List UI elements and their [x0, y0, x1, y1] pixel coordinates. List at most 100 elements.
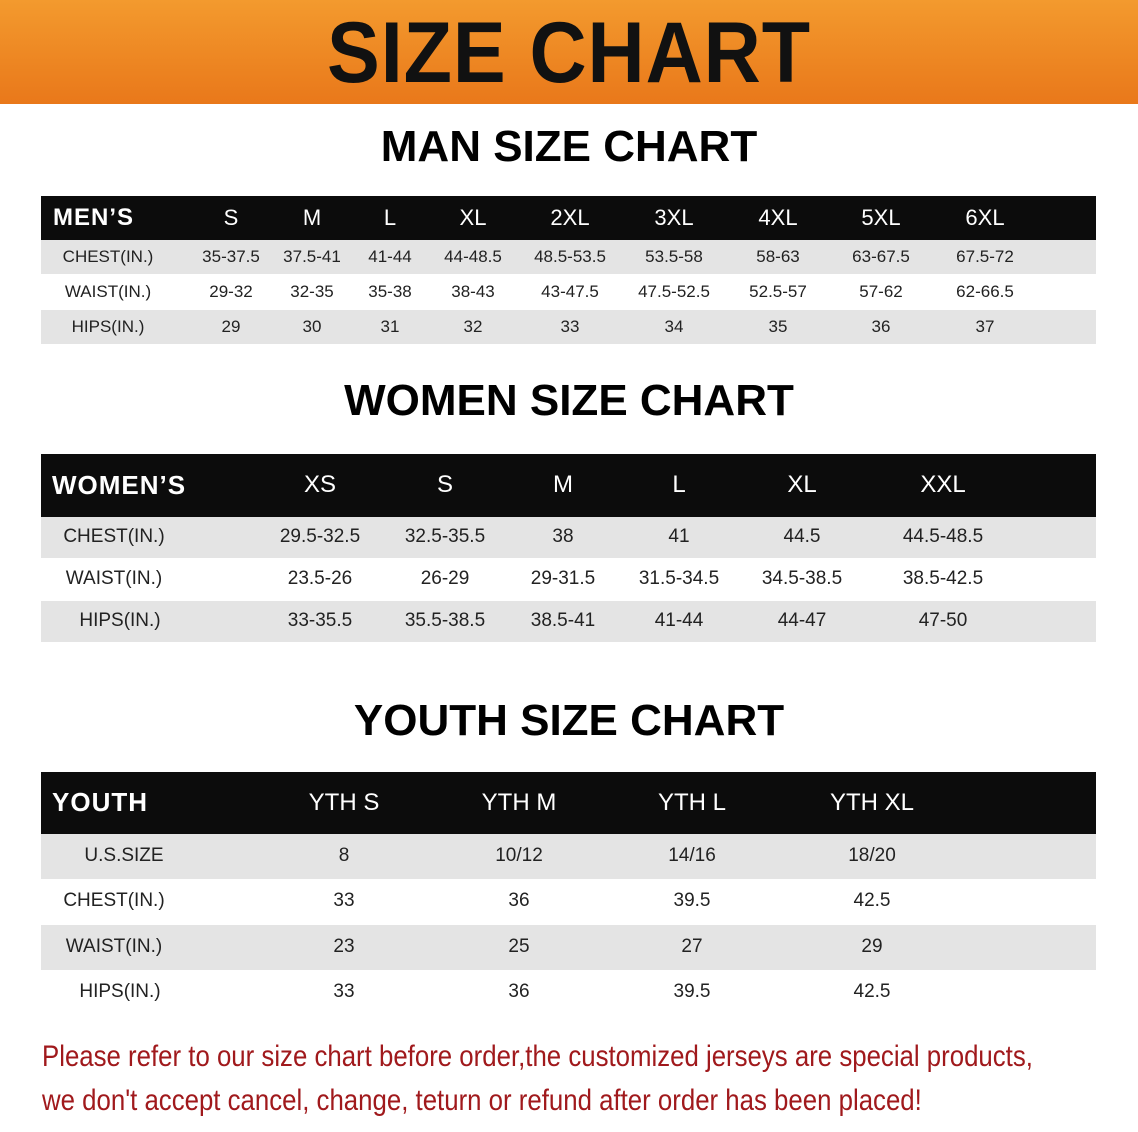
table-cell: 57-62 — [859, 281, 903, 301]
table-cell: 23.5-26 — [287, 568, 353, 590]
table-cell: 47.5-52.5 — [638, 281, 710, 301]
banner: SIZE CHART — [0, 0, 1138, 104]
table-cell: 43-47.5 — [541, 281, 599, 301]
table-header-row: MEN’S S M L XL 2XL 3XL 4XL 5XL 6XL — [41, 196, 1096, 240]
table-cell: 44.5-48.5 — [902, 526, 984, 548]
table-header-label: YOUTH — [52, 787, 148, 818]
table-cell: 29.5-32.5 — [279, 526, 361, 548]
table-cell: 31.5-34.5 — [638, 568, 720, 590]
table-header-label: WOMEN’S — [52, 469, 187, 500]
table-cell: 31 — [380, 316, 400, 336]
table-cell: 35 — [768, 316, 788, 336]
table-cell: 36 — [871, 316, 891, 336]
table-row: CHEST(IN.) 29.5-32.5 32.5-35.5 38 41 44.5 44.5… — [41, 517, 1096, 558]
table-cell: 35-37.5 — [202, 246, 260, 266]
size-column-header: L — [383, 204, 397, 230]
size-column-header: 4XL — [758, 204, 798, 230]
table-cell: 35.5-38.5 — [404, 610, 486, 632]
size-column-header: YTH L — [657, 788, 727, 816]
youth-section-title: YOUTH SIZE CHART — [353, 696, 785, 745]
table-header-row: YOUTH YTH S YTH M YTH L YTH XL — [41, 772, 1096, 834]
table-row: CHEST(IN.) 33 36 39.5 42.5 — [41, 880, 1096, 925]
table-header-row: WOMEN’S XS S M L XL XXL — [41, 454, 1096, 517]
table-cell: 53.5-58 — [645, 246, 703, 266]
table-cell: 32.5-35.5 — [404, 526, 486, 548]
size-column-header: 5XL — [861, 204, 901, 230]
table-cell: 62-66.5 — [956, 281, 1014, 301]
size-column-header: M — [302, 204, 322, 230]
size-column-header: 6XL — [965, 204, 1005, 230]
size-column-header: S — [436, 471, 454, 499]
row-label: HIPS(IN.) — [79, 610, 161, 632]
table-cell: 38.5-41 — [530, 610, 596, 632]
table-cell: 44-48.5 — [444, 246, 502, 266]
table-row: WAIST(IN.) 23 25 27 29 — [41, 925, 1096, 970]
table-cell: 38-43 — [451, 281, 495, 301]
row-label: WAIST(IN.) — [65, 935, 163, 957]
table-cell: 33 — [333, 981, 355, 1003]
table-cell: 34.5-38.5 — [761, 568, 843, 590]
row-label: U.S.SIZE — [84, 844, 164, 866]
table-cell: 37.5-41 — [283, 246, 341, 266]
table-cell: 48.5-53.5 — [534, 246, 606, 266]
size-column-header: M — [553, 471, 573, 499]
table-cell: 29 — [861, 935, 883, 957]
table-cell: 18/20 — [848, 844, 896, 866]
size-column-header: XS — [303, 471, 337, 499]
table-cell: 41 — [668, 526, 690, 548]
table-cell: 63-67.5 — [852, 246, 910, 266]
table-cell: 27 — [681, 935, 703, 957]
table-header-label: MEN’S — [53, 203, 135, 231]
table-cell: 32-35 — [290, 281, 334, 301]
table-cell: 36 — [508, 981, 530, 1003]
men-size-table: MEN’S S M L XL 2XL 3XL 4XL 5XL 6XL CHEST(IN.) 35-37… — [41, 196, 1096, 346]
size-column-header: 3XL — [654, 204, 694, 230]
row-label: CHEST(IN.) — [63, 890, 165, 912]
table-cell: 41-44 — [368, 246, 412, 266]
men-section-title: MAN SIZE CHART — [380, 122, 758, 171]
size-column-header: L — [672, 471, 686, 499]
women-section-title: WOMEN SIZE CHART — [344, 376, 794, 425]
table-cell: 44-47 — [777, 610, 827, 632]
table-cell: 33 — [333, 890, 355, 912]
table-cell: 14/16 — [668, 844, 716, 866]
table-cell: 29-32 — [209, 281, 253, 301]
size-column-header: 2XL — [550, 204, 590, 230]
row-label: WAIST(IN.) — [65, 568, 163, 590]
row-label: HIPS(IN.) — [79, 981, 161, 1003]
table-cell: 34 — [664, 316, 684, 336]
table-cell: 41-44 — [654, 610, 704, 632]
table-row: HIPS(IN.) 29 30 31 32 33 34 35 36 37 — [41, 310, 1096, 344]
table-cell: 44.5 — [783, 526, 821, 548]
table-cell: 33 — [560, 316, 580, 336]
table-row: WAIST(IN.) 23.5-26 26-29 29-31.5 31.5-34.5 34… — [41, 559, 1096, 600]
table-row: HIPS(IN.) 33-35.5 35.5-38.5 38.5-41 41-44 44-… — [41, 601, 1096, 642]
row-label: WAIST(IN.) — [64, 281, 152, 301]
table-cell: 29 — [221, 316, 241, 336]
table-cell: 23 — [333, 935, 355, 957]
table-cell: 30 — [302, 316, 322, 336]
row-label: HIPS(IN.) — [71, 316, 145, 336]
size-column-header: YTH XL — [829, 788, 915, 816]
table-row: WAIST(IN.) 29-32 32-35 35-38 38-43 43-47.5 47.… — [41, 275, 1096, 309]
table-cell: 67.5-72 — [956, 246, 1014, 266]
note-line-1: Please refer to our size chart before or… — [42, 1040, 1033, 1073]
table-cell: 47-50 — [918, 610, 968, 632]
table-cell: 39.5 — [673, 981, 711, 1003]
table-row: U.S.SIZE 8 10/12 14/16 18/20 — [41, 834, 1096, 879]
table-cell: 36 — [508, 890, 530, 912]
size-column-header: YTH S — [308, 788, 380, 816]
table-cell: 39.5 — [673, 890, 711, 912]
table-cell: 38.5-42.5 — [902, 568, 984, 590]
table-cell: 10/12 — [495, 844, 543, 866]
table-cell: 37 — [975, 316, 995, 336]
table-row: HIPS(IN.) 33 36 39.5 42.5 — [41, 971, 1096, 1016]
size-column-header: XL — [787, 471, 817, 499]
youth-size-table: YOUTH YTH S YTH M YTH L YTH XL U.S.SIZE 8 10/12… — [41, 772, 1096, 1016]
row-label: CHEST(IN.) — [63, 526, 165, 548]
size-column-header: XXL — [920, 471, 966, 499]
table-cell: 26-29 — [420, 568, 470, 590]
row-label: CHEST(IN.) — [62, 246, 154, 266]
size-column-header: YTH M — [481, 788, 557, 816]
women-size-table: WOMEN’S XS S M L XL XXL CHEST(IN.) 29.5-32.5 32.5… — [41, 454, 1096, 644]
